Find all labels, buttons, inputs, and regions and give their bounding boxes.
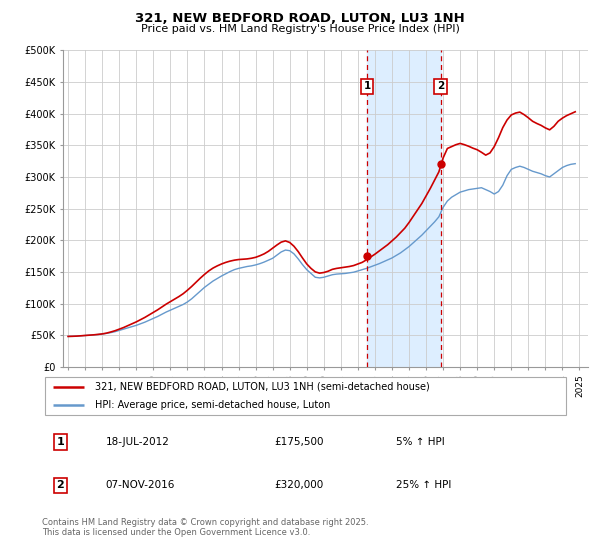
Text: Contains HM Land Registry data © Crown copyright and database right 2025.
This d: Contains HM Land Registry data © Crown c… [42,518,368,538]
Text: 2: 2 [56,480,64,491]
Text: HPI: Average price, semi-detached house, Luton: HPI: Average price, semi-detached house,… [95,400,330,410]
Text: 1: 1 [56,437,64,447]
Text: 25% ↑ HPI: 25% ↑ HPI [396,480,451,491]
Text: 18-JUL-2012: 18-JUL-2012 [106,437,169,447]
Text: 321, NEW BEDFORD ROAD, LUTON, LU3 1NH (semi-detached house): 321, NEW BEDFORD ROAD, LUTON, LU3 1NH (s… [95,382,430,392]
FancyBboxPatch shape [44,377,566,415]
Text: 1: 1 [364,81,371,91]
Text: £175,500: £175,500 [274,437,324,447]
Text: 321, NEW BEDFORD ROAD, LUTON, LU3 1NH: 321, NEW BEDFORD ROAD, LUTON, LU3 1NH [135,12,465,25]
Text: 2: 2 [437,81,444,91]
Point [436,160,445,169]
Point [362,251,372,260]
Bar [367,50,440,367]
Text: £320,000: £320,000 [274,480,323,491]
Text: 07-NOV-2016: 07-NOV-2016 [106,480,175,491]
Text: 5% ↑ HPI: 5% ↑ HPI [396,437,445,447]
Text: Price paid vs. HM Land Registry's House Price Index (HPI): Price paid vs. HM Land Registry's House … [140,24,460,34]
